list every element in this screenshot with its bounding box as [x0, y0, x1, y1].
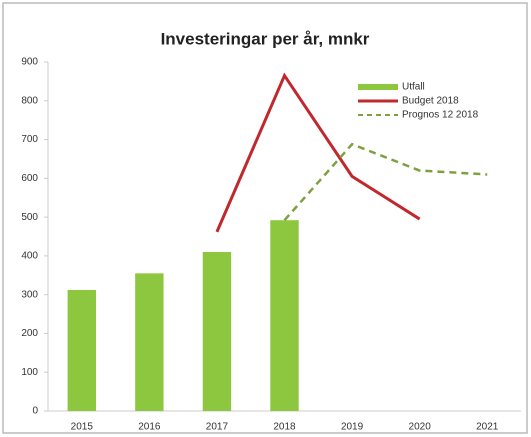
line-series: [283, 142, 488, 222]
legend-label: Prognos 12 2018: [402, 110, 479, 121]
line-series: [215, 72, 421, 233]
bar: [67, 290, 96, 411]
legend-swatch: [358, 84, 398, 90]
y-tick-label: 0: [32, 406, 38, 417]
y-tick-label: 400: [21, 251, 38, 262]
x-tick-label: 2016: [138, 422, 161, 433]
y-tick-label: 300: [21, 289, 38, 300]
legend-label: Budget 2018: [402, 96, 459, 107]
chart-title: Investeringar per år, mnkr: [161, 29, 370, 48]
x-tick-label: 2017: [206, 422, 229, 433]
y-tick-label: 900: [21, 57, 38, 68]
bar: [270, 220, 299, 411]
bar: [135, 273, 164, 411]
x-tick-label: 2020: [409, 422, 432, 433]
legend-label: Utfall: [402, 82, 425, 93]
y-tick-label: 800: [21, 95, 38, 106]
y-tick-label: 700: [21, 134, 38, 145]
y-tick-label: 500: [21, 212, 38, 223]
x-tick-label: 2018: [273, 422, 296, 433]
bar: [202, 252, 232, 411]
y-tick-label: 600: [21, 173, 38, 184]
y-tick-label: 100: [21, 367, 38, 378]
y-tick-label: 200: [21, 328, 38, 339]
x-tick-label: 2021: [476, 422, 499, 433]
x-tick-label: 2015: [71, 422, 94, 433]
x-tick-label: 2019: [341, 422, 364, 433]
